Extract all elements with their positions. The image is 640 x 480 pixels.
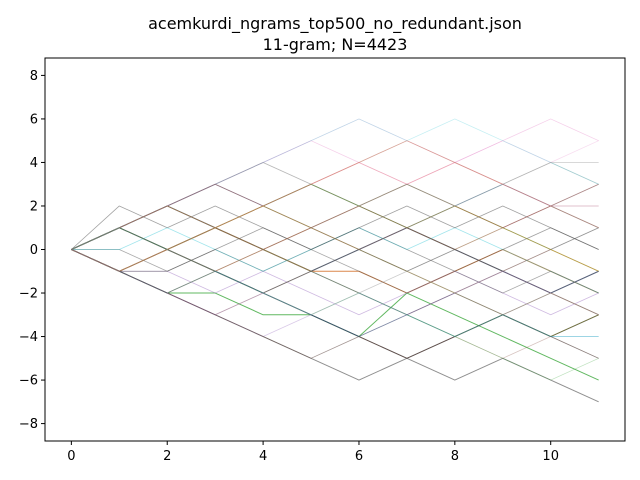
- series-line-36: [71, 249, 599, 337]
- series-line-13: [71, 249, 599, 294]
- series-line-40: [71, 183, 599, 272]
- series-line-39: [71, 162, 599, 250]
- series-line-12: [71, 118, 599, 250]
- series-line-31: [71, 162, 599, 250]
- series-line-30: [71, 249, 599, 294]
- x-tick-label: 0: [67, 449, 75, 464]
- series-line-8: [71, 183, 599, 250]
- series-line-18: [71, 162, 599, 250]
- series-line-22: [71, 183, 599, 250]
- series-line-37: [71, 140, 599, 250]
- y-tick-label: 8: [30, 69, 38, 84]
- chart-subtitle: 11-gram; N=4423: [263, 35, 408, 54]
- series-line-23: [71, 205, 599, 337]
- series-line-21: [71, 249, 599, 337]
- x-tick-label: 2: [163, 449, 171, 464]
- series-line-28: [71, 227, 599, 294]
- series-line-19: [71, 205, 599, 272]
- series-line-5: [71, 249, 599, 403]
- series-line-14: [71, 183, 599, 272]
- plot-frame: [44, 57, 626, 442]
- series-line-35: [71, 205, 599, 272]
- y-tick-label: 2: [30, 199, 38, 214]
- x-tick-label: 10: [542, 449, 559, 464]
- y-tick-label: −4: [19, 330, 38, 345]
- series-line-26: [71, 249, 599, 359]
- series-line-25: [71, 118, 599, 250]
- series-line-42: [71, 227, 599, 337]
- series-line-27: [71, 118, 599, 250]
- series-line-1: [71, 205, 599, 294]
- series-layer: [71, 118, 599, 403]
- x-tick-label: 6: [355, 449, 363, 464]
- series-line-16: [71, 249, 599, 359]
- series-line-33: [71, 249, 599, 337]
- x-tick-label: 4: [259, 449, 267, 464]
- y-tick-label: 0: [30, 243, 38, 258]
- series-line-34: [71, 162, 599, 250]
- series-line-24: [71, 140, 599, 250]
- y-tick-label: 6: [30, 112, 38, 127]
- series-line-38: [71, 249, 599, 316]
- series-line-29: [71, 227, 599, 381]
- series-line-20: [71, 205, 599, 272]
- y-axis: −8 −6 −4 −2 0 2 4 6 8: [19, 69, 45, 432]
- chart-title: acemkurdi_ngrams_top500_no_redundant.jso…: [148, 14, 522, 34]
- y-tick-label: −8: [19, 417, 38, 432]
- series-line-4: [71, 227, 599, 359]
- series-line-11: [71, 249, 599, 337]
- series-line-41: [71, 249, 599, 359]
- x-tick-label: 8: [451, 449, 459, 464]
- y-tick-label: −2: [19, 287, 38, 302]
- x-axis: 0 2 4 6 8 10: [67, 441, 559, 464]
- series-line-15: [71, 227, 599, 316]
- series-line-32: [71, 183, 599, 294]
- series-line-3: [71, 249, 599, 381]
- y-tick-label: −6: [19, 374, 38, 389]
- series-line-43: [71, 162, 599, 272]
- y-tick-label: 4: [30, 156, 38, 171]
